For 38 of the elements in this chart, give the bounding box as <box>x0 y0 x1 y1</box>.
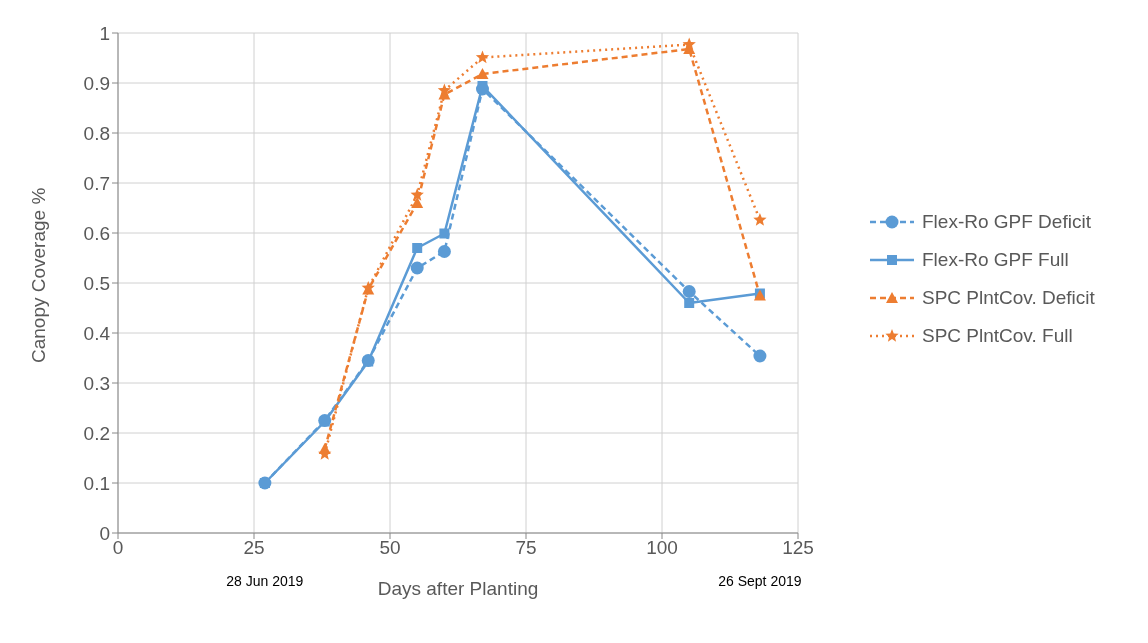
point <box>412 243 423 253</box>
legend-label: Flex-Ro GPF Deficit <box>922 211 1091 233</box>
text: 26 Sept 2019 <box>717 573 803 589</box>
point <box>753 349 767 363</box>
point <box>682 37 696 51</box>
point <box>475 50 490 64</box>
y-tick-label: 1 <box>99 22 110 44</box>
x-tick-label: 25 <box>243 537 265 559</box>
point <box>437 83 452 97</box>
y-tick-label: 0 <box>99 522 110 544</box>
point <box>476 68 489 79</box>
y-axis-title: Canopy Coverage % <box>27 187 49 363</box>
point <box>411 197 424 208</box>
x-tick-label: 100 <box>646 537 678 559</box>
y-tick-label: 0.8 <box>83 122 110 144</box>
point <box>410 188 424 201</box>
point <box>682 285 696 298</box>
y-tick-label: 0.3 <box>83 372 110 394</box>
y-tick-label: 0.2 <box>83 422 110 444</box>
y-tick-label: 0.6 <box>83 222 110 244</box>
y-tick-label: 0.4 <box>83 322 111 344</box>
point <box>684 298 695 308</box>
x-tick-label: 50 <box>379 537 401 559</box>
x-tick-label: 75 <box>515 537 537 559</box>
y-tick-label: 0.7 <box>83 172 110 194</box>
y-tick-label: 0.1 <box>83 472 110 494</box>
x-tick-label: 125 <box>782 537 814 559</box>
y-tick-label: 0.5 <box>83 272 110 294</box>
x-axis-title: Days after Planting <box>377 578 539 599</box>
legend-label: SPC PlntCov. Full <box>922 325 1073 347</box>
point <box>410 261 424 275</box>
legend-label: Flex-Ro GPF Full <box>922 249 1069 271</box>
point <box>439 228 450 239</box>
point <box>437 245 451 258</box>
legend-label: SPC PlntCov. Deficit <box>922 287 1095 309</box>
y-tick-label: 0.9 <box>83 72 110 94</box>
point <box>753 213 767 226</box>
text: 28 Jun 2019 <box>225 573 305 589</box>
